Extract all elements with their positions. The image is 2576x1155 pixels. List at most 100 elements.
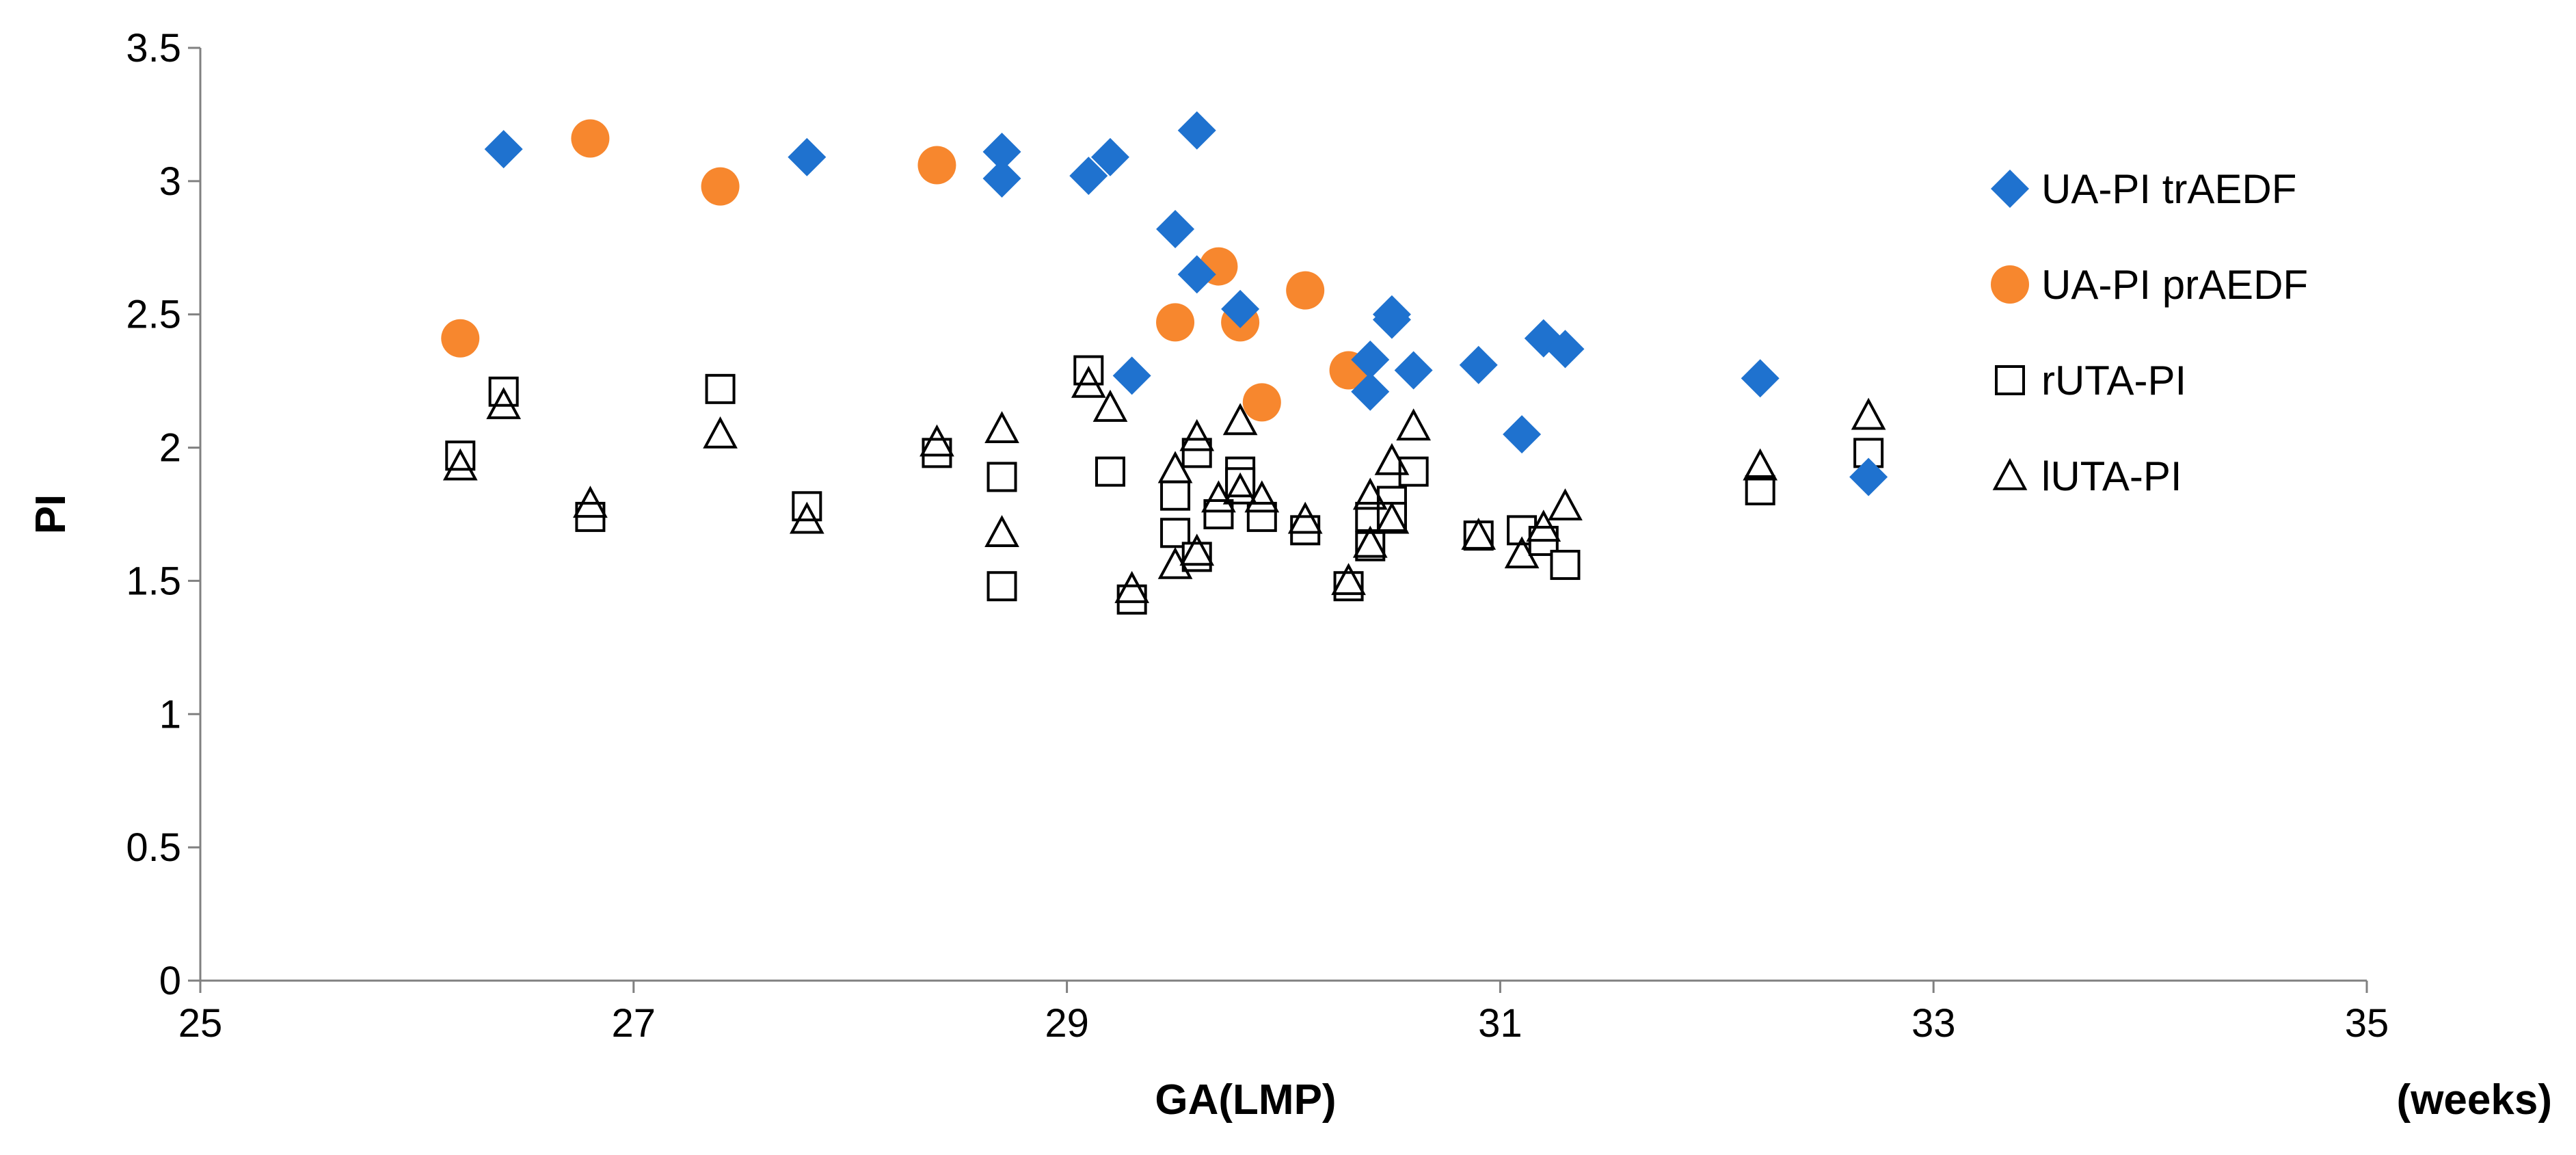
legend-circle-icon [1991,265,2029,304]
x-tick-label: 33 [1911,1001,1956,1046]
legend-item: rUTA-PI [1995,358,2186,403]
axes: 0 0.5 1 1.5 2 2.5 3 3.5 25 27 29 31 33 35 [126,26,2389,1046]
square-point [987,571,1017,602]
y-tick-label: 0.5 [126,825,181,870]
y-tick-label: 1 [159,692,181,736]
diamond-point [1849,457,1888,496]
triangle-point [1352,525,1388,558]
legend-item: UA-PI trAEDF [1991,166,2296,212]
square-point [1745,475,1775,505]
x-tick-label: 35 [2345,1001,2389,1046]
legend-label: rUTA-PI [2041,358,2186,403]
diamond-point [1351,372,1390,411]
series-ua-pi-praedf [441,119,1368,422]
circle-point [1286,271,1325,310]
triangle-point [442,448,478,481]
legend: UA-PI trAEDF UA-PI prAEDF rUTA-PI lUTA-PI [1991,166,2308,499]
square-point [1203,499,1234,529]
series-luta-pi [442,365,1886,603]
legend-diamond-icon [1991,170,2029,208]
triangle-point [1331,563,1366,596]
triangle-point [486,387,522,419]
square-point [1246,501,1277,532]
diamond-point [1503,415,1542,454]
diamond-point [1156,210,1195,249]
triangle-point [1374,501,1410,534]
x-tick-label: 25 [178,1001,223,1046]
diamond-point [1090,137,1129,176]
diamond-point [1221,289,1260,328]
square-point [445,440,476,471]
y-tick-label: 3.5 [126,26,181,70]
circle-point [571,119,610,158]
diamond-point [788,137,827,176]
triangle-point [1526,509,1561,542]
square-point [705,373,736,404]
diamond-point [1394,351,1433,390]
circle-point [701,167,740,206]
square-point [1398,456,1429,487]
square-point [1181,438,1212,468]
diamond-point [1459,345,1498,384]
x-tick-label: 27 [612,1001,656,1046]
x-axis-unit: (weeks) [2397,1076,2552,1124]
legend-triangle-icon [1992,457,2028,490]
square-point [1550,550,1581,581]
square-point [1160,480,1191,511]
diamond-point [1546,330,1585,369]
y-axis-title: PI [27,494,75,535]
triangle-point [1222,403,1258,436]
triangle-point [1157,451,1193,483]
triangle-point [1287,501,1323,534]
y-tick-label: 2 [159,426,181,470]
y-tick-label: 0 [159,959,181,1003]
diamond-point [982,132,1021,171]
series-ruta-pi [445,355,1884,615]
triangle-point [1548,488,1583,521]
legend-label: UA-PI trAEDF [2041,166,2296,212]
legend-label: lUTA-PI [2041,453,2182,499]
series-ua-pi-traedf [484,111,1888,496]
x-axis-title: GA(LMP) [1155,1076,1336,1124]
triangle-point [1201,480,1236,513]
triangle-point [984,515,1019,547]
diamond-point [1372,300,1411,339]
triangle-point [1396,408,1431,441]
diamond-point [982,159,1021,198]
triangle-point [1071,365,1106,398]
circle-point [917,146,956,185]
x-tick-label: 31 [1478,1001,1522,1046]
triangle-point [920,424,954,457]
legend-item: lUTA-PI [1992,453,2182,499]
square-point [1095,456,1125,487]
legend-square-icon [1995,365,2025,395]
triangle-point [1179,533,1215,566]
circle-point [441,319,480,358]
diamond-point [1351,340,1390,379]
triangle-point [1743,448,1778,481]
triangle-point [1092,389,1128,422]
y-tick-label: 2.5 [126,293,181,337]
diamond-point [1741,359,1780,398]
diamond-point [1112,356,1151,395]
circle-point [1242,383,1281,422]
triangle-point [1114,570,1150,603]
triangle-point [1244,480,1280,513]
triangle-point [1461,517,1497,550]
square-point [1181,542,1212,572]
y-tick-label: 1.5 [126,559,181,603]
square-point [1333,571,1364,602]
diamond-point [1069,157,1108,196]
triangle-point [1179,419,1215,451]
circle-point [1156,303,1195,342]
legend-item: UA-PI prAEDF [1991,262,2308,308]
triangle-point [1851,397,1886,430]
diamond-point [1177,255,1216,294]
square-point [987,462,1017,492]
data-points [441,111,1888,615]
legend-label: UA-PI prAEDF [2041,262,2308,308]
y-tick-label: 3 [159,159,181,204]
triangle-point [1504,536,1540,569]
triangle-point [573,486,608,518]
